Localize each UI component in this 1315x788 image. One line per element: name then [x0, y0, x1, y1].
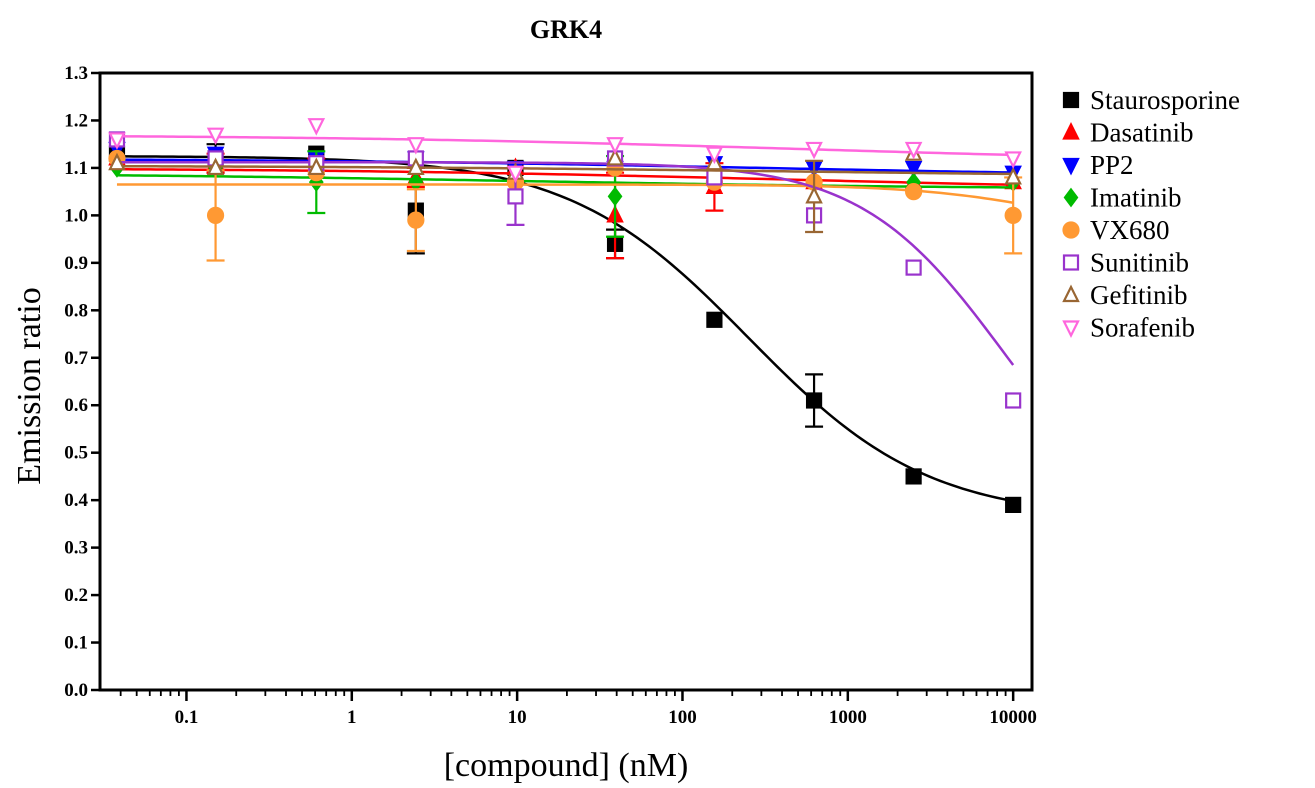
- point-staurosporine: [805, 392, 823, 409]
- point-gefitinib: [407, 157, 425, 176]
- fit-line-sorafenib: [116, 135, 1014, 157]
- point-vx680: [407, 211, 425, 229]
- point-sorafenib: [108, 132, 126, 150]
- y-tick-label: 0.6: [64, 395, 88, 416]
- point-sunitinib: [507, 188, 524, 205]
- point-gefitinib: [108, 152, 126, 171]
- point-sorafenib: [206, 127, 225, 146]
- legend-marker-pp2: [1062, 157, 1080, 176]
- legend: StaurosporineDasatinibPP2ImatinibVX680Su…: [1062, 85, 1240, 343]
- point-gefitinib: [307, 157, 326, 176]
- y-tick-label: 0.9: [64, 253, 88, 274]
- y-tick-label: 1.3: [64, 63, 88, 84]
- point-sorafenib: [606, 137, 624, 155]
- fit-line-staurosporine: [116, 155, 1014, 503]
- plot-area: 0.0 0.1 0.2 0.3 0.4 0.5 0.6 0.7 0.8 0.9 1.0 1.1 1.2 1…: [64, 63, 1037, 728]
- x-tick-label: 0.1: [175, 707, 199, 728]
- y-tick-label: 0.1: [64, 633, 88, 654]
- legend-label-sorafenib: Sorafenib: [1090, 313, 1195, 343]
- y-tick-label: 0.7: [64, 348, 88, 369]
- point-gefitinib: [1004, 166, 1022, 185]
- legend-label-gefitinib: Gefitinib: [1090, 280, 1187, 310]
- point-sorafenib: [904, 141, 923, 160]
- plot-frame: [98, 71, 1034, 692]
- legend-marker-gefitinib: [1062, 284, 1080, 303]
- legend-marker-sunitinib: [1062, 254, 1080, 271]
- x-tick-label: 1000: [829, 707, 867, 728]
- point-sunitinib: [1005, 392, 1022, 409]
- x-tick-label: 10: [508, 707, 527, 728]
- point-staurosporine: [905, 468, 922, 485]
- y-tick-label: 1.1: [64, 158, 88, 179]
- point-vx680: [905, 183, 923, 201]
- fit-line-vx680: [116, 183, 1014, 204]
- fit-line-sunitinib: [116, 160, 1015, 366]
- y-tick-label: 0.3: [64, 538, 88, 559]
- y-tick-label: 1.2: [64, 110, 88, 131]
- y-tick-label: 0.5: [64, 443, 88, 464]
- point-gefitinib: [606, 147, 624, 166]
- legend-marker-staurosporine: [1062, 91, 1080, 109]
- point-sorafenib: [307, 118, 326, 136]
- x-tick-label: 1: [347, 707, 357, 728]
- y-tick-label: 0.2: [64, 585, 88, 606]
- point-sorafenib: [506, 165, 525, 184]
- x-tick-label: 10000: [989, 707, 1037, 728]
- point-sorafenib: [407, 137, 425, 155]
- legend-label-imatinib: Imatinib: [1090, 183, 1181, 213]
- legend-label-staurosporine: Staurosporine: [1090, 85, 1240, 115]
- point-sorafenib: [1004, 151, 1022, 169]
- legend-label-pp2: PP2: [1090, 150, 1134, 180]
- y-tick-label: 0.4: [64, 490, 88, 511]
- point-vx680: [1004, 206, 1022, 224]
- legend-marker-sorafenib: [1062, 320, 1080, 338]
- legend-label-dasatinib: Dasatinib: [1090, 118, 1193, 148]
- point-staurosporine: [706, 311, 723, 328]
- legend-label-sunitinib: Sunitinib: [1090, 248, 1189, 278]
- chart-title: GRK4: [530, 15, 602, 44]
- point-gefitinib: [206, 157, 225, 176]
- point-sunitinib: [706, 169, 723, 186]
- point-vx680: [206, 206, 225, 224]
- point-sunitinib: [905, 259, 922, 276]
- legend-marker-imatinib: [1063, 187, 1079, 208]
- point-gefitinib: [805, 185, 823, 204]
- y-tick-label: 1.0: [64, 205, 88, 226]
- x-axis-title: [compound] (nM): [444, 747, 689, 784]
- legend-label-vx680: VX680: [1090, 215, 1170, 245]
- y-tick-label: 0.0: [64, 680, 88, 701]
- point-sorafenib: [705, 146, 724, 165]
- point-staurosporine: [1005, 496, 1022, 513]
- x-tick-label: 100: [668, 707, 697, 728]
- point-sorafenib: [805, 141, 823, 160]
- legend-marker-vx680: [1062, 221, 1080, 239]
- point-imatinib: [607, 186, 623, 207]
- point-pp2: [904, 160, 923, 179]
- legend-marker-dasatinib: [1062, 122, 1080, 140]
- fit-line-imatinib: [116, 174, 1014, 189]
- y-axis-title: Emission ratio: [11, 287, 48, 484]
- fit-line-gefitinib: [116, 164, 1014, 176]
- y-tick-label: 0.8: [64, 300, 88, 321]
- fit-line-dasatinib: [116, 167, 1014, 187]
